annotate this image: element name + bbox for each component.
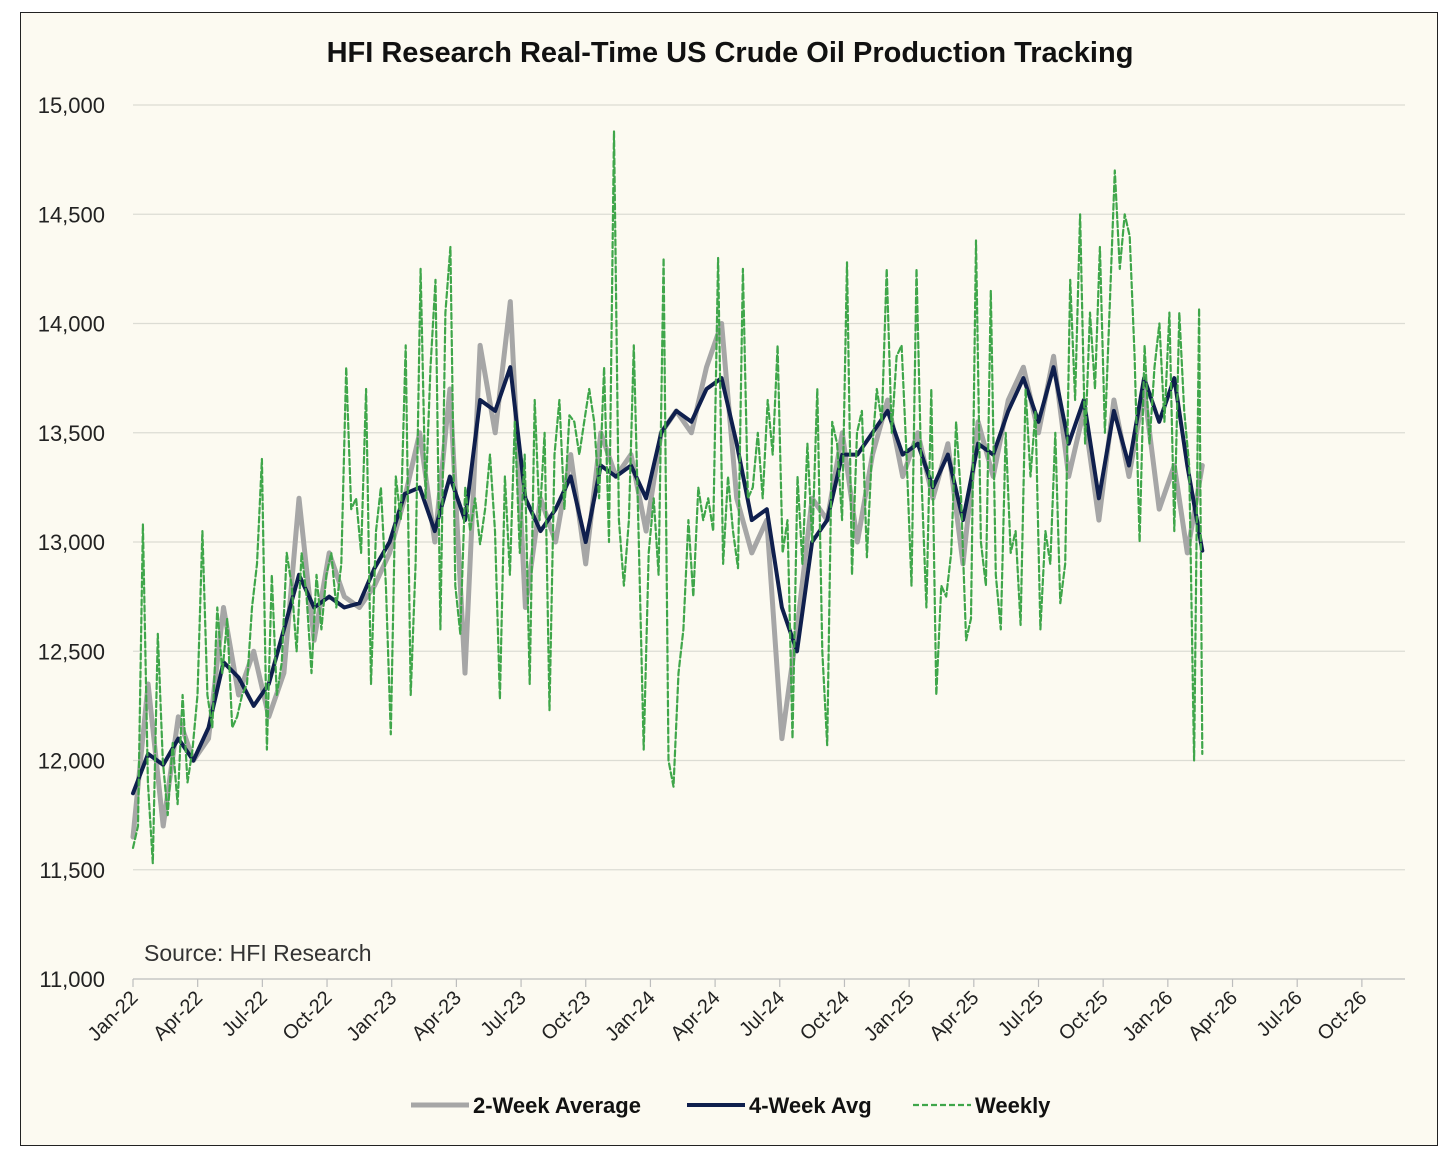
chart-canvas: HFI Research Real-Time US Crude Oil Prod… — [38, 37, 1405, 1118]
x-tick-label: Jul-23 — [477, 987, 531, 1041]
x-tick-label: Apr-23 — [408, 987, 466, 1045]
x-tick-label: Jan-23 — [342, 987, 401, 1046]
y-axis: 11,000 11,500 12,000 12,500 13,000 13,500 14,0… — [38, 93, 105, 992]
legend-label: Weekly — [975, 1093, 1051, 1118]
x-tick-label: Jan-22 — [84, 987, 143, 1046]
source-annotation: Source: HFI Research — [144, 940, 372, 966]
y-tick-label: 12,500 — [38, 639, 105, 664]
x-tick-label: Jul-22 — [218, 987, 272, 1041]
series-line-4-week-avg — [131, 365, 1205, 796]
x-tick-label: Jan-25 — [860, 987, 919, 1046]
y-tick-label: 13,000 — [38, 530, 105, 555]
x-tick-label: Oct-22 — [279, 987, 337, 1045]
x-tick-label: Oct-25 — [1055, 987, 1113, 1045]
x-tick-label: Jul-24 — [735, 987, 789, 1041]
x-tick-label: Oct-26 — [1313, 987, 1371, 1045]
series-line-weekly — [131, 130, 1204, 865]
legend-label: 2-Week Average — [473, 1093, 641, 1118]
x-tick-label: Apr-25 — [925, 987, 983, 1045]
x-tick-label: Oct-23 — [537, 987, 595, 1045]
legend: 2-Week Average 4-Week Avg Weekly — [411, 1093, 1051, 1118]
chart-title: HFI Research Real-Time US Crude Oil Prod… — [327, 37, 1134, 69]
legend-label: 4-Week Avg — [749, 1093, 872, 1118]
y-tick-label: 15,000 — [38, 93, 105, 118]
x-tick-label: Jan-26 — [1119, 987, 1178, 1046]
x-tick-label: Apr-26 — [1184, 987, 1242, 1045]
y-tick-label: 14,500 — [38, 202, 105, 227]
y-tick-label: 13,500 — [38, 421, 105, 446]
x-tick-label: Oct-24 — [796, 987, 854, 1045]
x-tick-label: Jul-26 — [1253, 987, 1307, 1041]
x-tick-label: Apr-22 — [149, 987, 207, 1045]
series-lines — [130, 130, 1205, 865]
x-tick-label: Jul-25 — [994, 987, 1048, 1041]
chart-frame: HFI Research Real-Time US Crude Oil Prod… — [20, 12, 1438, 1146]
y-tick-label: 14,000 — [38, 312, 105, 337]
y-tick-label: 11,500 — [39, 858, 105, 883]
x-tick-label: Jan-24 — [601, 987, 660, 1046]
x-tick-label: Apr-24 — [667, 987, 725, 1045]
x-axis: Jan-22 Apr-22 Jul-22 Oct-22 Jan-23 Apr-23 Jul-… — [84, 979, 1371, 1046]
y-tick-label: 11,000 — [39, 967, 105, 992]
y-tick-label: 12,000 — [38, 749, 105, 774]
